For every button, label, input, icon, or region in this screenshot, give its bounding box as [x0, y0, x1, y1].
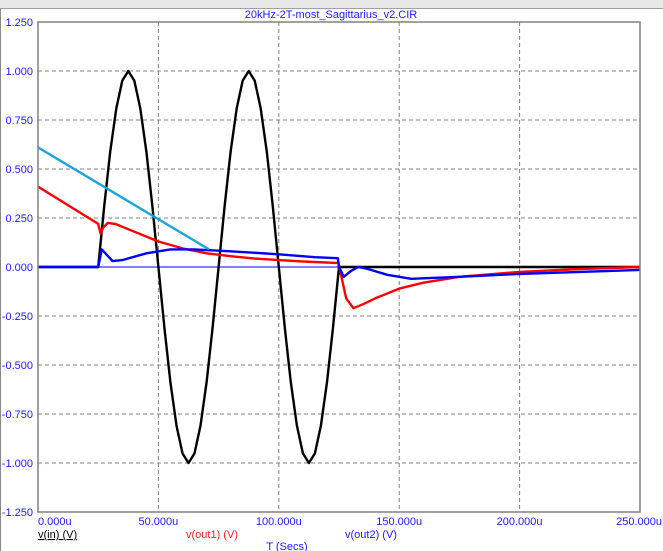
- y-tick-label: 1.000: [5, 66, 33, 78]
- legend-v-out1[interactable]: v(out1) (V): [186, 529, 238, 541]
- x-tick-label: 100.000u: [256, 516, 302, 528]
- legend-v-out2[interactable]: v(out2) (V): [345, 529, 397, 541]
- plot-frame: [37, 21, 641, 513]
- x-axis-label: T (Secs): [266, 541, 307, 551]
- y-tick-label: -1.250: [2, 507, 33, 519]
- x-tick-label: 0.000u: [38, 516, 72, 528]
- y-tick-label: -0.750: [2, 409, 33, 421]
- x-tick-label: 250.000u: [616, 516, 662, 528]
- y-tick-label: -1.000: [2, 458, 33, 470]
- y-tick-label: 0.500: [5, 164, 33, 176]
- y-tick-label: 0.000: [5, 262, 33, 274]
- x-tick-label: 200.000u: [497, 516, 543, 528]
- y-tick-label: 1.250: [5, 17, 33, 29]
- y-tick-label: 0.750: [5, 115, 33, 127]
- legend-v-in[interactable]: v(in) (V): [38, 529, 77, 541]
- plot-panel: [0, 9, 663, 551]
- window-top-strip: [0, 0, 663, 9]
- x-tick-labels: 0.000u 50.000u 100.000u 150.000u 200.000u 250…: [38, 516, 662, 528]
- series-line-3: [37, 146, 210, 251]
- x-tick-label: 150.000u: [376, 516, 422, 528]
- y-tick-labels: 1.250 1.000 0.750 0.500 0.250 0.000 -0.250 -0.5…: [2, 17, 33, 519]
- series-line-0: [38, 69, 640, 465]
- chart-title: 20kHz-2T-most_Sagittarius_v2.CIR: [245, 9, 417, 21]
- x-tick-label: 50.000u: [139, 516, 179, 528]
- y-tick-label: -0.250: [2, 311, 33, 323]
- y-tick-label: -0.500: [2, 360, 33, 372]
- series-line-1: [37, 185, 641, 310]
- y-tick-label: 0.250: [5, 213, 33, 225]
- series-group: [37, 69, 641, 465]
- series-line-2: [38, 248, 641, 280]
